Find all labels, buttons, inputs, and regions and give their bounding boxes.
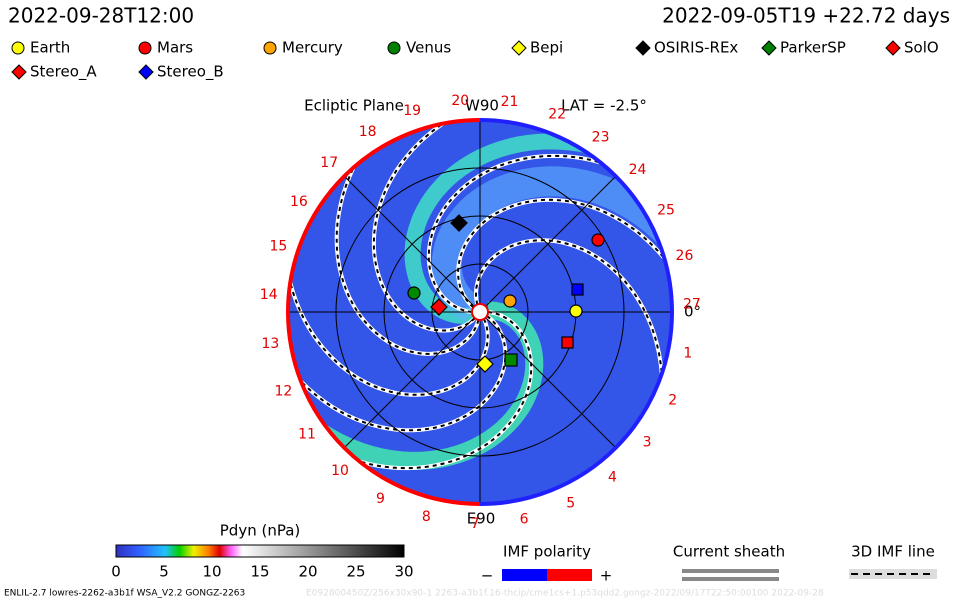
longitude-label: 6 xyxy=(520,511,529,527)
legend-marker xyxy=(263,41,277,55)
longitude-label: 3 xyxy=(643,435,652,451)
sheath-line xyxy=(682,577,779,581)
imf-dash xyxy=(475,239,664,417)
legend-marker xyxy=(138,41,152,55)
longitude-label: 4 xyxy=(608,470,617,486)
legend-marker xyxy=(635,40,651,56)
longitude-label: 11 xyxy=(298,427,316,443)
legend-label: SolO xyxy=(904,39,939,57)
colorbar-tick: 30 xyxy=(394,563,413,581)
imf-plus: + xyxy=(600,567,613,585)
legend-marker xyxy=(138,64,154,80)
sheath-title: Current sheath xyxy=(673,543,785,561)
longitude-label: 27 xyxy=(683,297,701,313)
longitude-label: 8 xyxy=(422,509,431,525)
longitude-label: 16 xyxy=(290,194,308,210)
longitude-label: 1 xyxy=(683,346,692,362)
legend: Earth Mars Mercury Venus Bepi OSIRIS-REx Parke… xyxy=(11,39,939,82)
imf-neg xyxy=(502,569,547,581)
legend-marker xyxy=(11,64,27,80)
legend-label: Mercury xyxy=(282,39,343,57)
sun xyxy=(471,303,489,321)
longitude-label: 14 xyxy=(260,287,278,303)
colorbar-ticks: 0 5 10 15 20 25 30 xyxy=(111,563,413,581)
legend-marker xyxy=(11,41,25,55)
lat: LAT = -2.5° xyxy=(561,97,647,115)
longitude-label: 12 xyxy=(275,383,293,399)
longitude-label: 9 xyxy=(376,491,385,507)
legend-label: Stereo_A xyxy=(30,63,97,82)
time: 2022-09-28T12:00 xyxy=(8,4,194,28)
longitude-label: 22 xyxy=(548,107,566,123)
legend-marker xyxy=(387,41,401,55)
colorbar-tick: 0 xyxy=(111,563,121,581)
legend-label: OSIRIS-REx xyxy=(654,39,738,57)
plot: Ecliptic Plane W90 LAT = -2.5° E90 0° 12… xyxy=(260,93,701,532)
imf-dash xyxy=(427,154,640,313)
legend-label: Venus xyxy=(406,39,451,57)
w90: W90 xyxy=(465,97,499,115)
imf-minus: − xyxy=(481,567,494,585)
imf-pos xyxy=(547,569,592,581)
longitude-label: 13 xyxy=(262,336,280,352)
imf-dash xyxy=(457,198,672,309)
longitude-label: 19 xyxy=(403,103,421,119)
colorbar xyxy=(115,544,405,558)
colorbar-tick: 20 xyxy=(298,563,317,581)
longitude-label: 24 xyxy=(629,162,647,178)
imf-dash xyxy=(372,120,481,332)
sheath-line xyxy=(682,569,779,573)
e90: E90 xyxy=(467,510,496,528)
zero: 0° xyxy=(684,303,701,321)
colorbar-tick: 5 xyxy=(159,563,169,581)
rim-left xyxy=(286,118,481,506)
colorbar-tick: 25 xyxy=(346,563,365,581)
footer-left: ENLIL-2.7 lowres-2262-a3b1f WSA_V2.2 GON… xyxy=(4,589,245,599)
longitude-label: 18 xyxy=(359,124,377,140)
legend-label: Bepi xyxy=(530,39,563,57)
longitude-label: 23 xyxy=(592,130,610,146)
plot-title: Ecliptic Plane xyxy=(304,97,404,115)
imf-dash xyxy=(288,315,507,432)
imf-dash xyxy=(335,131,480,355)
legend-marker xyxy=(511,40,527,56)
longitude-label: 5 xyxy=(566,496,575,512)
imfline-title: 3D IMF line xyxy=(851,543,935,561)
imf-title: IMF polarity xyxy=(503,543,591,561)
imf-dash xyxy=(288,240,489,396)
legend-marker xyxy=(885,40,901,56)
legend-label: ParkerSP xyxy=(780,39,846,57)
colorbar-title: Pdyn (nPa) xyxy=(220,522,301,540)
longitude-label: 20 xyxy=(451,93,469,109)
colorbar-tick: 15 xyxy=(250,563,269,581)
longitude-label: 17 xyxy=(320,155,338,171)
longitude-label: 7 xyxy=(471,516,480,532)
longitude-label: 2 xyxy=(668,392,677,408)
imf-dash xyxy=(320,311,533,470)
rim-right xyxy=(479,118,674,506)
longitude-label: 15 xyxy=(269,238,287,254)
longitude-label: 26 xyxy=(676,248,694,264)
legend-label: Stereo_B xyxy=(157,63,224,82)
longitude-label: 21 xyxy=(501,94,519,110)
colorbar-tick: 10 xyxy=(202,563,221,581)
footer-right: E092800450Z/256x30x90-1 2263-a3b1f.16-th… xyxy=(306,589,824,599)
legend-label: Earth xyxy=(30,39,70,57)
legend-marker xyxy=(761,40,777,56)
longitude-label: 10 xyxy=(331,463,349,479)
longitude-label: 25 xyxy=(657,202,675,218)
legend-label: Mars xyxy=(157,39,193,57)
run: 2022-09-05T19 +22.72 days xyxy=(662,4,950,28)
bodies xyxy=(407,214,605,373)
